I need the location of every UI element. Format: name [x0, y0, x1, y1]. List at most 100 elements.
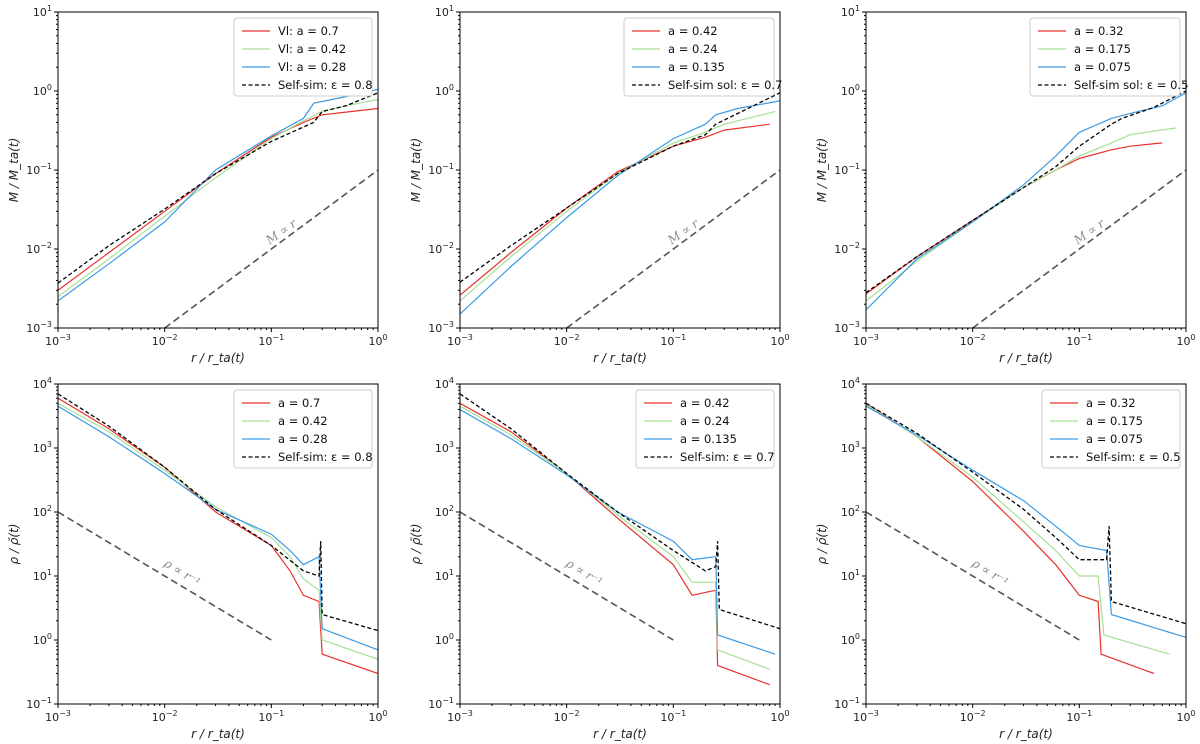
series-line-3 [866, 90, 1186, 294]
axes-frame [459, 383, 781, 705]
x-tick-label: 100 [770, 333, 789, 348]
series-line-2 [460, 408, 776, 655]
y-tick-label: 10−1 [834, 696, 860, 711]
panel-p1: 10−3 10−2 10−1 100 10−3 10−2 10−1 100 101 r / r_t… [7, 4, 388, 365]
x-tick-label: 10−3 [447, 709, 473, 724]
legend-entry: a = 0.42 [668, 24, 718, 38]
x-tick-label: 100 [368, 709, 387, 724]
y-tick-label: 10−1 [428, 162, 454, 177]
legend-entry: a = 0.135 [680, 432, 737, 446]
y-tick-label: 101 [841, 4, 860, 19]
y-tick-label: 10−1 [26, 162, 52, 177]
y-tick-label: 10−1 [834, 162, 860, 177]
y-axis-label: ρ / ρ̄(t) [409, 524, 423, 565]
y-tick-label: 10−1 [428, 696, 454, 711]
legend-box [1041, 389, 1181, 469]
legend-entry: a = 0.075 [1074, 60, 1131, 74]
legend-box [1029, 17, 1181, 97]
legend-entry: a = 0.075 [1086, 432, 1143, 446]
reference-line [866, 511, 1080, 641]
reference-annotation: ρ ∝ r⁻¹ [969, 556, 1011, 589]
legend-entry: Vl: a = 0.7 [278, 24, 339, 38]
reference-line [460, 511, 674, 641]
legend-entry: Vl: a = 0.28 [278, 60, 346, 74]
x-tick-label: 10−1 [1066, 333, 1092, 348]
legend-entry: Self-sim: ε = 0.8 [278, 78, 373, 92]
x-tick-label: 10−1 [1066, 709, 1092, 724]
x-tick-label: 100 [1176, 709, 1195, 724]
y-axis-label: ρ / ρ̄(t) [815, 524, 829, 565]
y-tick-label: 100 [33, 632, 52, 647]
legend-entry: a = 0.42 [278, 414, 328, 428]
series-line-1 [58, 98, 378, 298]
reference-annotation: ρ ∝ r⁻¹ [563, 556, 605, 589]
legend-box [635, 389, 775, 469]
y-tick-label: 101 [33, 568, 52, 583]
x-tick-label: 10−1 [660, 709, 686, 724]
legend-entry: a = 0.7 [278, 396, 320, 410]
y-tick-label: 103 [33, 440, 52, 455]
x-tick-label: 10−2 [152, 709, 178, 724]
series-line-0 [58, 107, 378, 291]
y-tick-label: 104 [33, 376, 52, 391]
legend-entry: a = 0.28 [278, 432, 328, 446]
y-tick-label: 104 [435, 376, 454, 391]
x-tick-label: 10−2 [152, 333, 178, 348]
plot-area [866, 402, 1186, 675]
panel-p6: 10−3 10−2 10−1 100 10−1 100 101 102 103 104 r / r_… [815, 376, 1196, 741]
series-line-3 [58, 92, 378, 284]
legend-entry: a = 0.24 [668, 42, 718, 56]
y-tick-label: 101 [435, 568, 454, 583]
x-tick-label: 100 [368, 333, 387, 348]
x-tick-label: 10−3 [853, 333, 879, 348]
panel-p4: 10−3 10−2 10−1 100 10−1 100 101 102 103 104 r / r_… [7, 376, 388, 741]
series-line-0 [866, 402, 1155, 675]
plot-area [58, 88, 378, 328]
series-line-1 [866, 403, 1170, 655]
x-axis-label: r / r_ta(t) [593, 351, 647, 365]
legend-box [233, 389, 373, 469]
reference-line [972, 169, 1186, 328]
x-tick-label: 10−1 [258, 709, 284, 724]
panel-p3: 10−3 10−2 10−1 100 10−3 10−2 10−1 100 101 r / r_t… [815, 4, 1196, 365]
reference-line [164, 169, 378, 328]
y-tick-label: 101 [841, 568, 860, 583]
legend-entry: a = 0.42 [680, 396, 730, 410]
x-tick-label: 10−2 [554, 333, 580, 348]
y-tick-label: 10−3 [834, 320, 860, 335]
y-tick-label: 102 [841, 504, 860, 519]
series-line-2 [460, 100, 780, 315]
x-tick-label: 10−3 [45, 709, 71, 724]
y-tick-label: 10−1 [26, 696, 52, 711]
legend-entry: a = 0.175 [1086, 414, 1143, 428]
y-axis-label: ρ / ρ̄(t) [7, 524, 21, 565]
y-tick-label: 10−2 [26, 241, 52, 256]
series-line-1 [460, 110, 776, 302]
x-tick-label: 100 [770, 709, 789, 724]
series-line-3 [58, 393, 378, 632]
legend-box [623, 17, 775, 97]
y-tick-label: 103 [435, 440, 454, 455]
series-line-1 [58, 402, 378, 660]
x-tick-label: 10−3 [447, 333, 473, 348]
legend-box [233, 17, 373, 97]
x-tick-label: 10−1 [660, 333, 686, 348]
series-line-2 [58, 88, 378, 302]
x-tick-label: 10−3 [45, 333, 71, 348]
series-line-2 [58, 405, 378, 651]
plot-area [460, 92, 780, 328]
reference-annotation: M ∝ r [263, 216, 301, 248]
plot-area [58, 393, 378, 675]
x-tick-label: 10−2 [554, 709, 580, 724]
y-tick-label: 100 [33, 83, 52, 98]
y-tick-label: 100 [841, 632, 860, 647]
y-tick-label: 100 [841, 83, 860, 98]
series-line-3 [866, 402, 1186, 625]
x-tick-label: 10−2 [960, 333, 986, 348]
legend-entry: Self-sim sol: ε = 0.7 [668, 78, 782, 92]
panel-p5: 10−3 10−2 10−1 100 10−1 100 101 102 103 104 r / r_… [409, 376, 790, 741]
y-tick-label: 10−3 [428, 320, 454, 335]
series-line-3 [460, 92, 780, 283]
x-axis-label: r / r_ta(t) [191, 351, 245, 365]
